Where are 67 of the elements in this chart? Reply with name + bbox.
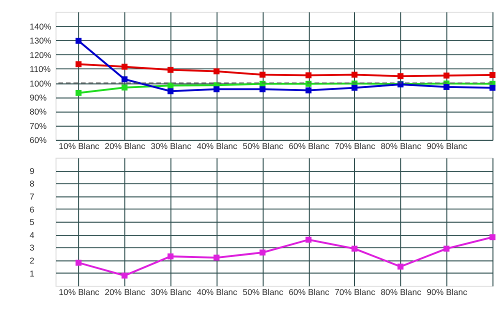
- point: [122, 272, 128, 279]
- point: [489, 84, 496, 91]
- point: [260, 72, 266, 78]
- point: [214, 254, 220, 261]
- y-tick-label: 7: [30, 191, 35, 202]
- point: [352, 246, 358, 252]
- point: [122, 64, 128, 70]
- y-tick-label: 5: [30, 217, 35, 228]
- x-tick-label: 30% Blanc: [150, 286, 192, 297]
- y-tick-label: 6: [30, 204, 35, 214]
- point: [489, 234, 496, 240]
- x-tick-label: 70% Blanc: [334, 140, 376, 151]
- y-tick-label: 3: [30, 242, 35, 253]
- point: [168, 253, 174, 260]
- point: [352, 72, 358, 78]
- point: [398, 264, 404, 270]
- point: [444, 72, 450, 79]
- y-tick-label: 9: [30, 166, 35, 176]
- y-tick-label: 4: [30, 230, 35, 240]
- y-tick-label: 130%: [30, 36, 52, 46]
- point: [168, 88, 174, 94]
- y-tick-label: 2: [30, 256, 35, 266]
- y-tick-label: 70%: [30, 120, 48, 131]
- point: [398, 73, 404, 80]
- x-tick-label: 80% Blanc: [380, 140, 422, 151]
- point: [260, 250, 266, 256]
- point: [168, 66, 174, 73]
- point: [306, 87, 312, 94]
- point: [76, 38, 82, 44]
- x-tick-label: 30% Blanc: [150, 140, 192, 151]
- point: [76, 260, 82, 266]
- point: [122, 84, 128, 90]
- point: [444, 246, 450, 252]
- point: [214, 68, 220, 74]
- y-tick-label: 80%: [30, 106, 48, 117]
- point: [76, 61, 82, 68]
- x-tick-label: 70% Blanc: [334, 286, 376, 297]
- x-tick-label: 80% Blanc: [380, 286, 422, 297]
- x-tick-label: 90% Blanc: [426, 140, 468, 151]
- y-tick-label: 140%: [30, 21, 52, 32]
- point: [306, 236, 312, 243]
- point: [489, 72, 496, 78]
- x-tick-label: 20% Blanc: [104, 286, 146, 297]
- point: [444, 84, 450, 90]
- y-tick-label: 90%: [30, 92, 48, 102]
- point: [352, 84, 358, 91]
- x-tick-label: 90% Blanc: [426, 286, 468, 297]
- point: [122, 76, 128, 82]
- y-tick-label: 120%: [30, 50, 52, 60]
- x-tick-label: 60% Blanc: [288, 140, 330, 151]
- point: [306, 72, 312, 78]
- y-tick-label: 100%: [30, 78, 52, 88]
- y-tick-label: 1: [30, 268, 35, 278]
- y-tick-label: 8: [30, 178, 35, 189]
- x-tick-label: 60% Blanc: [288, 286, 330, 297]
- x-tick-label: 50% Blanc: [242, 286, 284, 297]
- y-tick-label: 60%: [30, 135, 48, 146]
- x-tick-label: 20% Blanc: [104, 140, 146, 151]
- point: [76, 90, 82, 96]
- y-tick-label: 110%: [30, 64, 52, 74]
- x-tick-label: 40% Blanc: [196, 286, 238, 297]
- x-tick-label: 40% Blanc: [196, 140, 238, 151]
- x-tick-label: 50% Blanc: [242, 140, 284, 151]
- x-tick-label: 10% Blanc: [58, 286, 100, 297]
- point: [214, 86, 220, 92]
- point: [260, 86, 266, 92]
- x-tick-label: 10% Blanc: [58, 140, 100, 151]
